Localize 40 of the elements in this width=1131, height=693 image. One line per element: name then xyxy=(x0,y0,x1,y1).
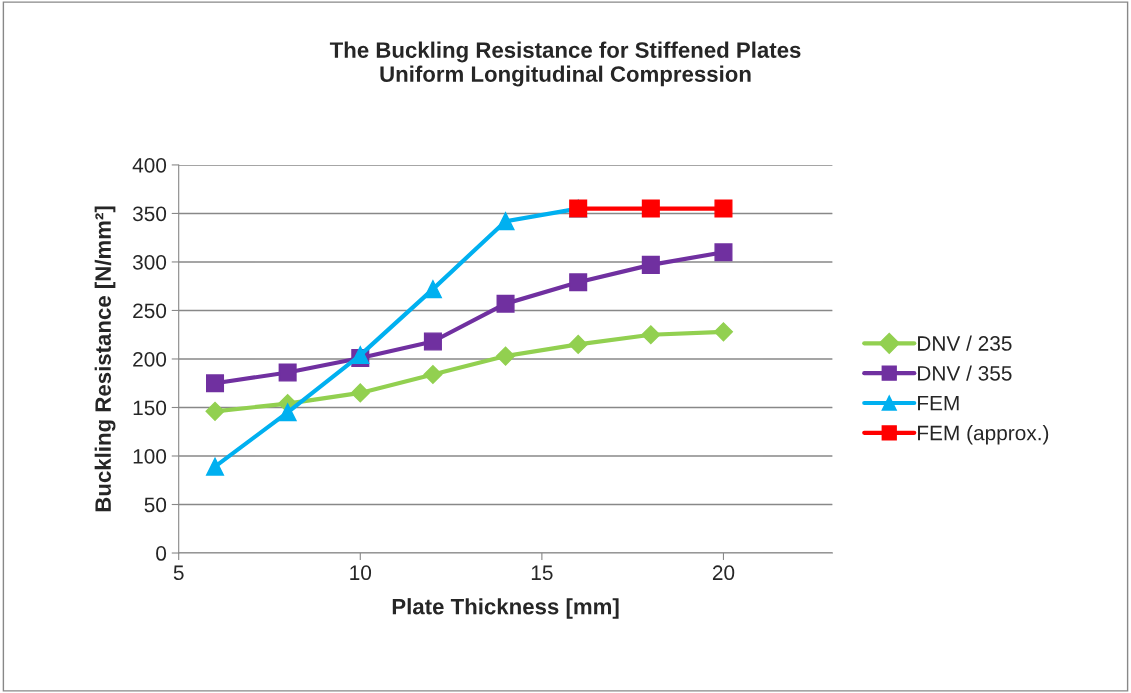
point xyxy=(496,346,516,366)
y-tick-label: 350 xyxy=(132,206,167,222)
y-tick-label: 400 xyxy=(132,157,167,173)
legend-label: FEM (approx.) xyxy=(918,425,1049,445)
legend-label: DNV / 235 xyxy=(918,335,1012,351)
x-tick-label: 5 xyxy=(173,565,184,581)
legend-label: DNV / 355 xyxy=(918,365,1012,381)
y-tick-label: 300 xyxy=(132,254,167,270)
x-tick-label: 20 xyxy=(712,565,735,581)
point xyxy=(713,322,733,342)
y-tick-label: 50 xyxy=(144,497,167,513)
y-tick-label: 0 xyxy=(156,546,167,561)
point xyxy=(641,255,660,274)
point xyxy=(641,325,661,345)
y-tick-label: 100 xyxy=(133,449,167,464)
x-tick-label: 10 xyxy=(350,565,372,581)
y-tick-label: 250 xyxy=(133,303,167,319)
point xyxy=(423,364,443,385)
point xyxy=(714,243,733,262)
y-tick-label: 200 xyxy=(133,351,167,367)
x-axis-title: Plate Thickness [mm] xyxy=(392,598,619,619)
x-tick-label: 15 xyxy=(531,565,553,581)
legend-label: FEM xyxy=(918,395,959,411)
chart-title: The Buckling Resistance for Stiffened Plates Uniform Longitudinal Compression xyxy=(329,41,801,87)
point xyxy=(641,199,660,218)
point xyxy=(205,374,225,393)
point xyxy=(350,383,370,403)
point xyxy=(423,332,442,351)
y-axis-title: Buckling Resistance [N/mm²] xyxy=(94,206,116,512)
point xyxy=(278,363,297,382)
point xyxy=(714,199,733,218)
point xyxy=(568,334,588,354)
point xyxy=(496,294,515,313)
point xyxy=(496,212,515,231)
point xyxy=(278,403,297,422)
point xyxy=(423,280,442,299)
point xyxy=(205,457,225,476)
y-tick-label: 150 xyxy=(133,400,167,416)
point xyxy=(205,401,225,421)
point xyxy=(569,273,588,292)
